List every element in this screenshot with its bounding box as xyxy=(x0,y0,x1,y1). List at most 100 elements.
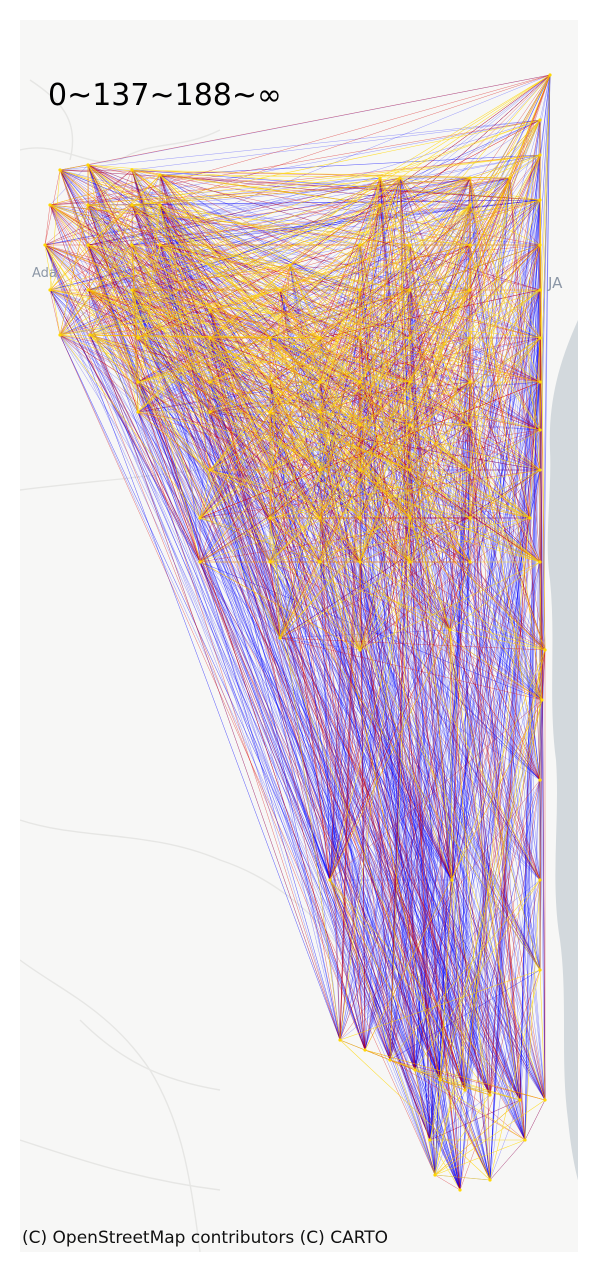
flow-node xyxy=(318,380,322,384)
map-canvas[interactable] xyxy=(20,20,578,1252)
flow-node xyxy=(543,1098,547,1102)
flow-node xyxy=(428,1138,432,1142)
flow-node xyxy=(43,243,47,247)
flow-node xyxy=(538,428,542,432)
flow-node xyxy=(538,778,542,782)
flow-lines xyxy=(44,74,551,1191)
flow-node xyxy=(86,243,90,247)
river-water xyxy=(547,320,578,1180)
flow-node xyxy=(378,203,382,207)
flow-node xyxy=(408,288,412,292)
flow-node xyxy=(538,878,542,882)
flow-node xyxy=(208,468,212,472)
flow-node xyxy=(538,153,542,157)
flow-node xyxy=(86,163,90,167)
flow-node xyxy=(448,628,452,632)
flow-node xyxy=(130,168,134,172)
flow-node xyxy=(136,380,140,384)
flow-node xyxy=(58,168,62,172)
flow-node xyxy=(268,468,272,472)
flow-node xyxy=(268,380,272,384)
flow-node xyxy=(208,308,212,312)
flow-node xyxy=(208,336,212,340)
flow-node xyxy=(358,380,362,384)
flow-node xyxy=(358,423,362,427)
flow-node xyxy=(198,516,202,520)
flow-node xyxy=(358,516,362,520)
flow-node xyxy=(538,288,542,292)
flow-node xyxy=(543,648,547,652)
flow-node xyxy=(468,288,472,292)
flow-node xyxy=(48,203,52,207)
flow-node xyxy=(408,516,412,520)
flow-node xyxy=(538,243,542,247)
flow-node xyxy=(538,560,542,564)
flow-node xyxy=(528,516,532,520)
flow-node xyxy=(468,423,472,427)
flow-node xyxy=(523,1138,527,1142)
flow-class-2 xyxy=(44,74,551,1191)
flow-node xyxy=(548,73,552,77)
flow-node xyxy=(86,203,90,207)
flow-node xyxy=(130,203,134,207)
flow-node xyxy=(468,176,472,180)
flow-node xyxy=(358,243,362,247)
flow-node xyxy=(468,516,472,520)
flow-node xyxy=(468,243,472,247)
flow-node xyxy=(288,263,292,267)
flow-node xyxy=(158,173,162,177)
flow-node xyxy=(538,380,542,384)
flow-node xyxy=(278,636,282,640)
flow-node xyxy=(318,410,322,414)
flow-node xyxy=(318,468,322,472)
flow-node xyxy=(358,648,362,652)
flow-node xyxy=(358,468,362,472)
flow-node xyxy=(450,878,454,882)
flow-node xyxy=(208,410,212,414)
flow-node xyxy=(130,288,134,292)
flow-node xyxy=(268,516,272,520)
flow-node xyxy=(540,698,544,702)
flow-node xyxy=(136,410,140,414)
land-background xyxy=(20,20,578,1252)
flow-node xyxy=(208,380,212,384)
map-attribution: (C) OpenStreetMap contributors (C) CARTO xyxy=(22,1228,389,1248)
flow-node xyxy=(408,468,412,472)
flow-node xyxy=(318,516,322,520)
flow-node xyxy=(408,423,412,427)
flow-node xyxy=(158,203,162,207)
flow-node xyxy=(538,968,542,972)
flow-node xyxy=(468,468,472,472)
flow-node xyxy=(463,1088,467,1092)
flow-node xyxy=(438,1078,442,1082)
flow-node xyxy=(158,243,162,247)
flow-node xyxy=(278,288,282,292)
flow-node xyxy=(468,560,472,564)
flow-node xyxy=(468,203,472,207)
flow-node xyxy=(86,288,90,292)
flow-node xyxy=(408,336,412,340)
flow-node xyxy=(358,288,362,292)
flow-node xyxy=(433,1173,437,1177)
flow-node xyxy=(268,560,272,564)
flow-node xyxy=(58,333,62,337)
flow-node xyxy=(318,560,322,564)
flow-nodes xyxy=(43,73,552,1192)
flow-node xyxy=(468,380,472,384)
flow-node xyxy=(408,560,412,564)
flow-node xyxy=(413,1068,417,1072)
flow-node xyxy=(538,198,542,202)
flow-node xyxy=(408,243,412,247)
flow-node xyxy=(378,176,382,180)
flow-node xyxy=(458,1188,462,1192)
flow-node xyxy=(518,1098,522,1102)
map-frame[interactable]: Ada JA 0~137~188~∞ (C) OpenStreetMap con… xyxy=(20,20,578,1252)
place-label-ja: JA xyxy=(548,274,563,292)
flow-node xyxy=(538,468,542,472)
flow-node xyxy=(358,560,362,564)
flow-node xyxy=(268,410,272,414)
flow-node xyxy=(328,878,332,882)
flow-node xyxy=(198,560,202,564)
flow-node xyxy=(488,1178,492,1182)
flow-node xyxy=(130,243,134,247)
